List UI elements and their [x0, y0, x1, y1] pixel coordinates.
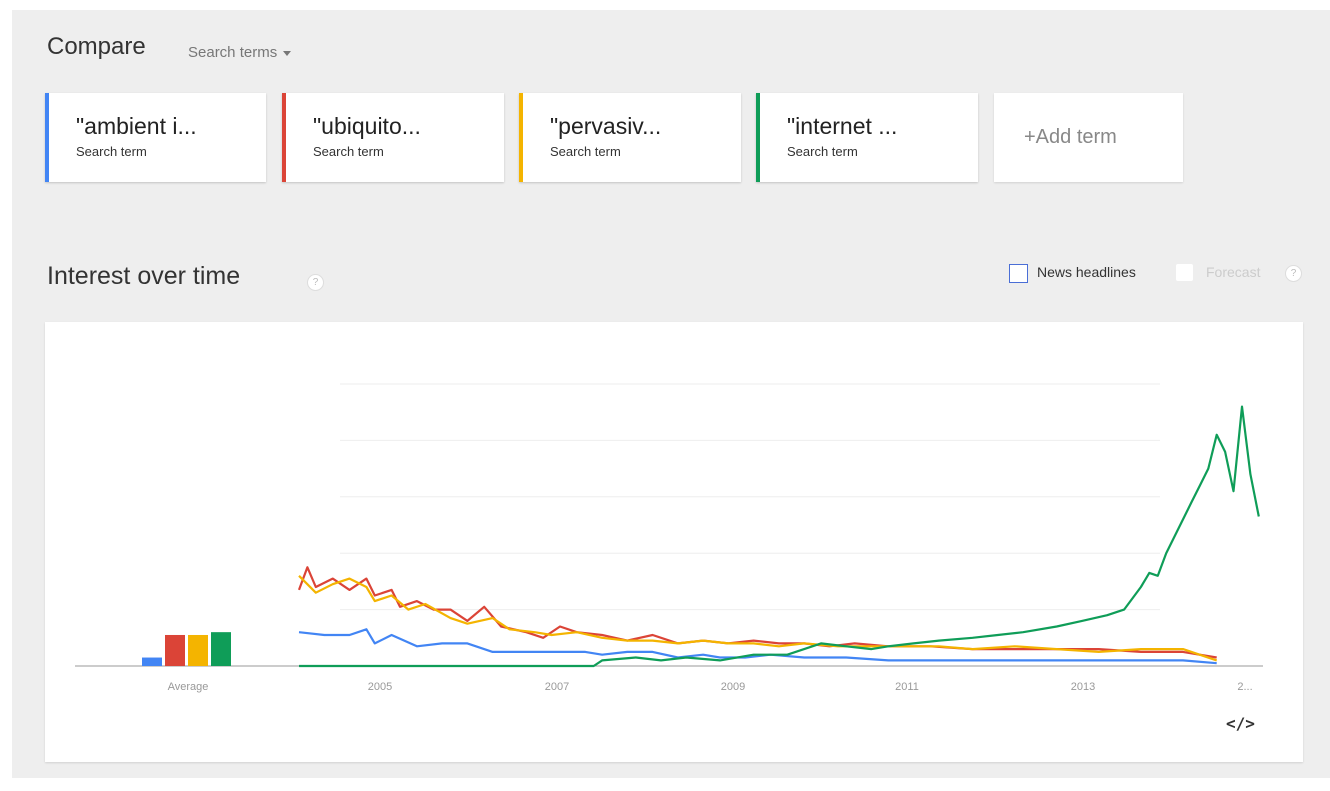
average-bar[interactable] — [188, 634, 208, 666]
term-color-bar — [45, 93, 49, 182]
term-card-internet[interactable]: "internet ... Search term — [756, 93, 978, 182]
add-term-button[interactable]: +Add term — [994, 93, 1183, 182]
term-card-ambient[interactable]: "ambient i... Search term — [45, 93, 266, 182]
news-headlines-checkbox[interactable] — [1009, 264, 1028, 283]
term-subtitle: Search term — [550, 144, 621, 159]
compare-title: Compare — [47, 33, 146, 60]
x-tick-label: 2013 — [1071, 681, 1095, 693]
term-color-bar — [282, 93, 286, 182]
series-line[interactable] — [298, 575, 1218, 662]
average-bar[interactable] — [211, 632, 231, 666]
term-card-ubiquitous[interactable]: "ubiquito... Search term — [282, 93, 504, 182]
news-headlines-label: News headlines — [1037, 264, 1136, 280]
average-bar[interactable] — [142, 657, 162, 666]
interest-chart-card: Average 2005 2007 2009 2011 2013 2... — [45, 322, 1303, 762]
forecast-checkbox[interactable] — [1176, 264, 1193, 281]
series-line[interactable] — [299, 405, 1260, 668]
term-subtitle: Search term — [787, 144, 858, 159]
interest-over-time-title: Interest over time — [47, 262, 241, 290]
average-label: Average — [168, 681, 209, 693]
interest-chart: Average 2005 2007 2009 2011 2013 2... — [75, 383, 1263, 693]
search-terms-dropdown[interactable]: Search terms — [188, 44, 292, 61]
term-color-bar — [756, 93, 760, 182]
series-line[interactable] — [298, 628, 1217, 665]
x-tick-label: 2011 — [895, 681, 919, 693]
help-icon[interactable]: ? — [307, 274, 324, 291]
embed-code-icon[interactable]: </> — [1226, 714, 1255, 733]
term-card-pervasive[interactable]: "pervasiv... Search term — [519, 93, 741, 182]
caret-down-icon — [283, 50, 292, 56]
term-subtitle: Search term — [313, 144, 384, 159]
x-tick-label: 2005 — [368, 681, 392, 693]
average-bar[interactable] — [165, 634, 185, 666]
forecast-label: Forecast — [1206, 264, 1261, 280]
x-tick-label: 2... — [1237, 681, 1252, 693]
term-label: "pervasiv... — [550, 113, 662, 139]
term-label: "internet ... — [787, 113, 898, 139]
forecast-help-icon[interactable]: ? — [1285, 265, 1302, 282]
add-term-label: +Add term — [1024, 126, 1117, 148]
term-color-bar — [519, 93, 523, 182]
term-subtitle: Search term — [76, 144, 147, 159]
term-label: "ubiquito... — [313, 113, 421, 139]
dropdown-label: Search terms — [188, 44, 278, 61]
x-tick-label: 2009 — [721, 681, 745, 693]
term-label: "ambient i... — [76, 113, 197, 139]
x-tick-label: 2007 — [545, 681, 569, 693]
